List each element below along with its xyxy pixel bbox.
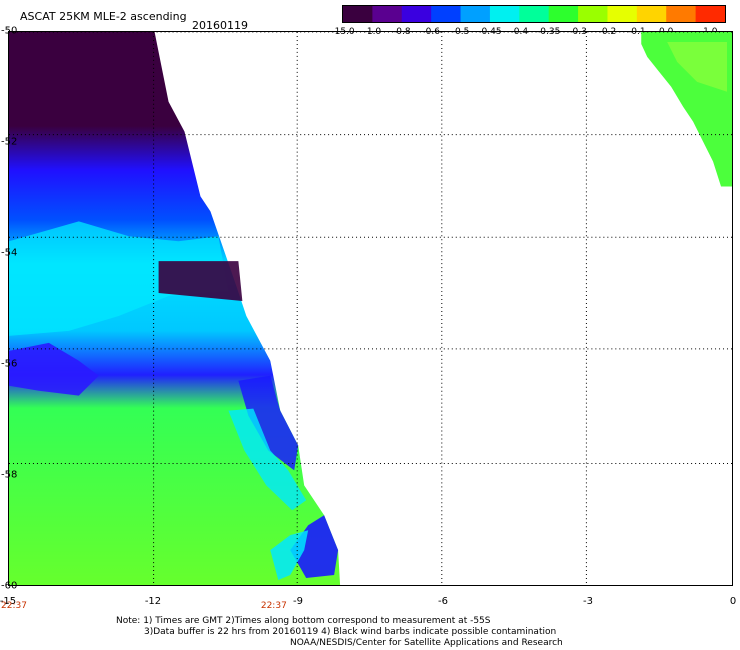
colorbar-swatch xyxy=(431,6,462,22)
colorbar-swatch xyxy=(695,6,725,22)
colorbar-label: -0.4 xyxy=(510,27,529,37)
map-title: ASCAT 25KM MLE-2 ascending xyxy=(20,10,187,23)
colorbar-swatch xyxy=(578,6,608,22)
colorbar-swatch xyxy=(607,6,638,22)
footer-note-1: Note: 1) Times are GMT 2)Times along bot… xyxy=(116,616,491,626)
east-swath-light xyxy=(667,41,728,92)
y-tick-label: -50 xyxy=(1,25,18,37)
x-tick-label: -9 xyxy=(293,596,303,607)
colorbar-swatch xyxy=(666,6,697,22)
west-swath-cyan-band xyxy=(9,221,229,336)
footer-credit: NOAA/NESDIS/Center for Satellite Applica… xyxy=(290,638,563,648)
y-tick-label: -58 xyxy=(1,469,18,481)
y-tick-label: -52 xyxy=(1,136,18,148)
colorbar-label: -0.6 xyxy=(422,27,440,37)
grid-lines xyxy=(9,32,732,585)
colorbar-label: -0.3 xyxy=(569,27,587,37)
colorbar-swatch xyxy=(519,6,550,22)
colorbar-swatch xyxy=(636,6,667,22)
x-tick-label: 0 xyxy=(729,596,737,607)
south-blue-pocket xyxy=(290,515,339,579)
map-plot xyxy=(8,31,733,586)
colorbar-label: -0.1 xyxy=(628,27,646,37)
colorbar-swatch xyxy=(343,6,373,22)
time-label: 22:37 xyxy=(1,601,27,611)
x-tick-label: -6 xyxy=(438,596,448,607)
east-edge-blue xyxy=(238,375,299,471)
east-edge-cyan xyxy=(228,408,307,511)
colorbar-swatch xyxy=(401,6,432,22)
y-tick-label: -60 xyxy=(1,580,18,592)
west-swath xyxy=(9,32,341,585)
east-swath xyxy=(641,32,732,187)
x-tick-label: -12 xyxy=(144,596,162,607)
x-tick-label: -15 xyxy=(0,596,17,607)
colorbar-swatch xyxy=(460,6,491,22)
west-swath-blue-band xyxy=(9,342,99,396)
colorbar-swatch xyxy=(372,6,403,22)
y-tick-label: -54 xyxy=(1,247,18,259)
west-swath-purple-band xyxy=(158,261,243,302)
colorbar-label: -15.0 xyxy=(331,27,355,37)
x-tick-label: -3 xyxy=(583,596,593,607)
footer-note-2: 3)Data buffer is 22 hrs from 20160119 4)… xyxy=(144,627,557,637)
colorbar-label: -0.35 xyxy=(537,27,561,37)
y-tick-label: -56 xyxy=(1,358,18,370)
colorbar xyxy=(342,5,726,23)
colorbar-swatch xyxy=(489,6,520,22)
south-cyan-pocket xyxy=(270,530,309,581)
colorbar-label: -0.45 xyxy=(478,27,502,37)
colorbar-label: -0.8 xyxy=(392,27,411,37)
time-label: 22:37 xyxy=(260,601,287,611)
map-date: 20160119 xyxy=(192,19,248,32)
colorbar-swatch xyxy=(548,6,579,22)
